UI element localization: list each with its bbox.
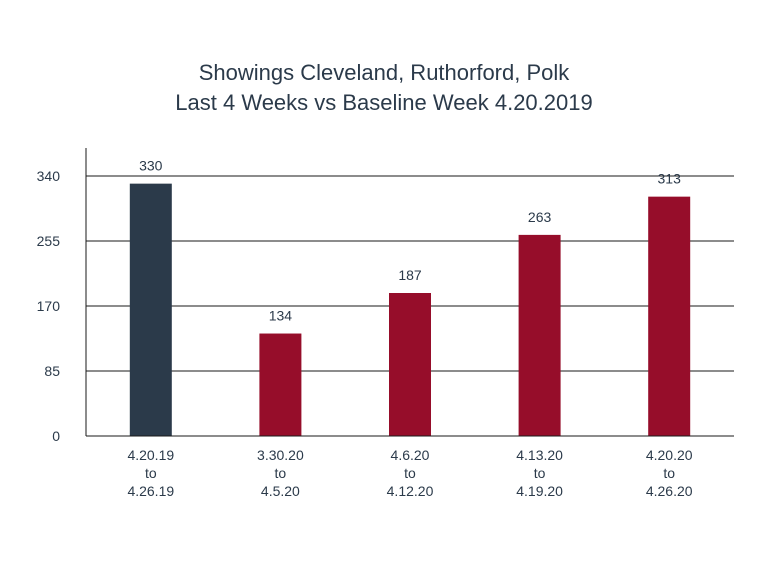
- data-label-4: 313: [658, 171, 682, 187]
- category-label-4-line-0: 4.20.20: [646, 447, 693, 463]
- data-label-1: 134: [269, 308, 293, 324]
- category-label-1-line-1: to: [275, 465, 287, 481]
- y-tick-label-170: 170: [37, 298, 61, 314]
- y-tick-label-255: 255: [37, 233, 61, 249]
- category-label-0-line-2: 4.26.19: [127, 483, 174, 499]
- category-label-2-line-1: to: [404, 465, 416, 481]
- y-tick-label-85: 85: [44, 363, 60, 379]
- category-label-4-line-1: to: [663, 465, 675, 481]
- category-label-1-line-2: 4.5.20: [261, 483, 300, 499]
- category-label-3-line-1: to: [534, 465, 546, 481]
- bar-3: [518, 234, 561, 436]
- category-label-2-line-0: 4.6.20: [391, 447, 430, 463]
- chart-title-line-1: Showings Cleveland, Ruthorford, Polk: [198, 60, 570, 85]
- bar-2: [389, 293, 431, 436]
- category-label-0-line-0: 4.20.19: [127, 447, 174, 463]
- category-label-2-line-2: 4.12.20: [387, 483, 434, 499]
- labels: 0 85 170 255 340 330 4.20.19 to 4.26.19 134 3.30.2…: [37, 158, 693, 499]
- data-label-2: 187: [398, 267, 422, 283]
- data-label-0: 330: [139, 158, 163, 174]
- bar-4: [648, 196, 691, 436]
- data-label-3: 263: [528, 209, 552, 225]
- category-label-3-line-0: 4.13.20: [516, 447, 563, 463]
- bars: [129, 183, 691, 436]
- bar-1: [259, 333, 302, 436]
- y-tick-label-340: 340: [37, 168, 61, 184]
- category-label-0-line-1: to: [145, 465, 157, 481]
- category-label-1-line-0: 3.30.20: [257, 447, 304, 463]
- chart-title-line-2: Last 4 Weeks vs Baseline Week 4.20.2019: [175, 90, 593, 115]
- y-tick-label-0: 0: [52, 428, 60, 444]
- bar-0: [129, 183, 172, 436]
- chart-title: Showings Cleveland, Ruthorford, Polk Las…: [0, 58, 768, 118]
- axes: [85, 148, 734, 437]
- category-label-4-line-2: 4.26.20: [646, 483, 693, 499]
- category-label-3-line-2: 4.19.20: [516, 483, 563, 499]
